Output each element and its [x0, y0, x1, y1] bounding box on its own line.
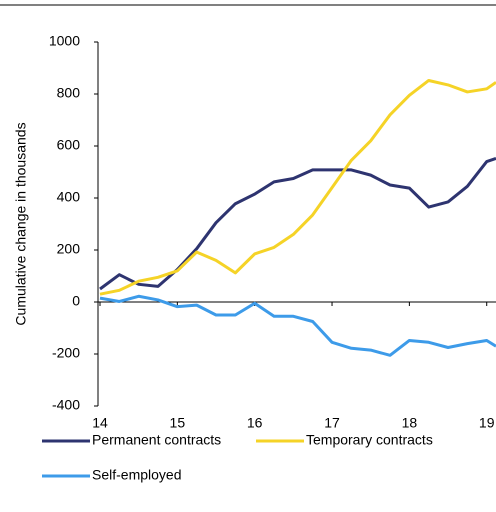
y-tick-label: -400 [52, 397, 80, 413]
y-tick-label: 800 [57, 85, 81, 101]
y-tick-label: 1000 [49, 33, 80, 49]
y-tick-label: -200 [52, 345, 80, 361]
y-tick-label: 400 [57, 189, 81, 205]
y-tick-label: 200 [57, 241, 81, 257]
x-tick-label: 18 [402, 415, 418, 431]
x-tick-label: 14 [92, 415, 108, 431]
series-line [99, 78, 496, 296]
x-tick-label: 15 [170, 415, 186, 431]
x-tick-label: 19 [479, 415, 495, 431]
legend-label: Permanent contracts [92, 432, 221, 448]
series-line [99, 157, 496, 291]
y-tick-label: 0 [72, 293, 80, 309]
legend-label: Self-employed [92, 467, 182, 483]
legend-label: Temporary contracts [306, 432, 433, 448]
y-axis-label: Cumulative change in thousands [13, 122, 29, 325]
y-tick-label: 600 [57, 137, 81, 153]
x-tick-label: 17 [324, 415, 340, 431]
x-tick-label: 16 [247, 415, 263, 431]
series-line [99, 294, 496, 357]
